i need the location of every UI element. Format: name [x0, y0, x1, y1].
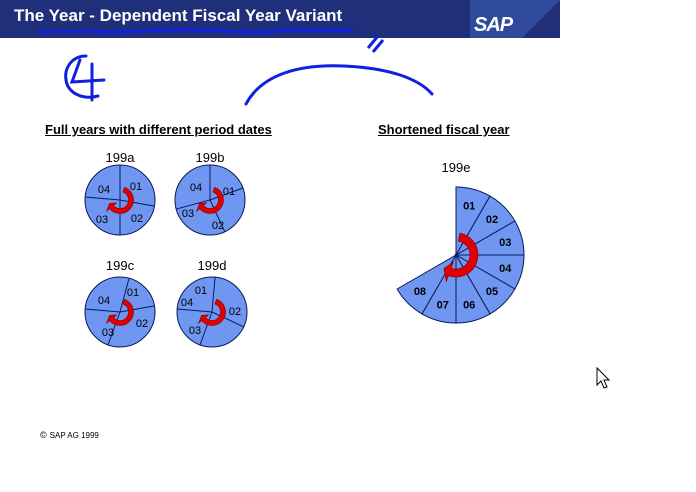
short-year-period-01: 01: [463, 201, 475, 213]
pie-199a-divider-4: [85, 196, 121, 201]
pie-199b-arrow: [195, 186, 224, 214]
annotation-tick-2: [371, 39, 385, 53]
pie-199b-divider-2: [209, 187, 244, 201]
pie-199a-period-02: 02: [131, 213, 143, 225]
short-year-period-05: 05: [486, 286, 498, 298]
pie-label-199a: 199a: [105, 150, 135, 165]
copyright-symbol: ©: [40, 430, 47, 440]
pie-199b-period-01: 01: [223, 186, 235, 198]
pie-199a-period-01: 01: [130, 181, 142, 193]
pie-199d-period-01: 01: [195, 285, 207, 297]
footer: © SAP AG 1999: [40, 430, 99, 440]
pie-199d-period-03: 03: [189, 325, 201, 337]
pie-199a-divider-2: [119, 199, 155, 207]
short-year-period-04: 04: [499, 263, 512, 275]
copyright-text: SAP AG 1999: [49, 431, 99, 440]
pie-199d-period-04: 04: [181, 297, 193, 309]
pie-199d-divider-3: [199, 311, 213, 346]
left-section-title: Full years with different period dates: [45, 122, 272, 137]
short-year-period-08: 08: [414, 286, 426, 298]
pie-199c-period-04: 04: [98, 295, 110, 307]
annotation-arc: [244, 64, 434, 106]
pie-label-199d: 199d: [197, 258, 227, 273]
short-year-period-07: 07: [437, 299, 449, 311]
pie-199b-period-02: 02: [212, 220, 224, 232]
pie-199a-arrow: [105, 186, 134, 214]
sap-logo: SAP: [474, 14, 513, 36]
page-title: The Year - Dependent Fiscal Year Variant: [14, 6, 343, 25]
pie-label-199c: 199c: [105, 258, 135, 273]
pie-label-199e: 199e: [441, 160, 471, 175]
pie-199d-divider-1: [211, 277, 216, 313]
pie-199a-period-03: 03: [96, 214, 108, 226]
short-year-period-06: 06: [463, 299, 475, 311]
mouse-cursor: [596, 366, 611, 389]
pie-199b-period-03: 03: [182, 208, 194, 220]
pie-199c-period-02: 02: [136, 318, 148, 330]
pie-label-199b: 199b: [195, 150, 225, 165]
pie-199c-period-01: 01: [127, 287, 139, 299]
short-year-period-03: 03: [499, 237, 511, 249]
pie-199c-divider-4: [85, 308, 121, 313]
short-year-period-02: 02: [486, 214, 498, 226]
pie-199b-period-04: 04: [190, 182, 202, 194]
pie-199d-divider-4: [177, 308, 213, 313]
right-section-title: Shortened fiscal year: [378, 122, 510, 137]
annotation-number-four: [64, 54, 106, 102]
pie-199a-period-04: 04: [98, 184, 110, 196]
annotation-underline: [38, 27, 354, 34]
pie-199c-divider-3: [107, 311, 121, 346]
annotation-tick-1: [366, 35, 380, 49]
pie-199d-divider-2: [211, 311, 244, 328]
short-year-arrow: [443, 232, 479, 283]
pie-199c-divider-2: [119, 305, 155, 313]
pie-199c-divider-1: [119, 278, 130, 313]
pie-199b-divider-3: [209, 199, 226, 232]
pie-199b-divider-4: [176, 199, 211, 210]
pie-199c-arrow: [105, 298, 134, 326]
short-year-sector-08: [396, 253, 458, 315]
pie-199c-period-03: 03: [102, 327, 114, 339]
pie-199d-period-02: 02: [229, 306, 241, 318]
pie-199d-arrow: [197, 298, 226, 326]
